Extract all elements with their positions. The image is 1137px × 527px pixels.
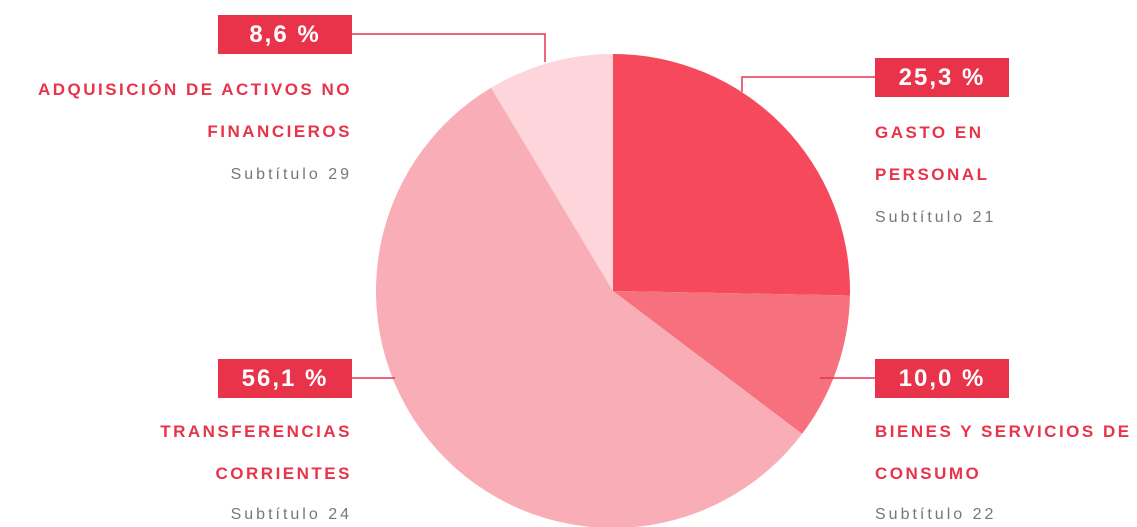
- leader-line: [352, 33, 546, 62]
- pie-slice: [613, 54, 850, 296]
- category-label: ADQUISICIÓN DE ACTIVOS NO FINANCIEROS: [37, 80, 352, 141]
- pie-slice: [491, 53, 613, 291]
- category-sublabel: Subtítulo 24: [230, 506, 352, 523]
- category-sublabel: Subtítulo 29: [230, 166, 352, 183]
- category-sublabel: Subtítulo 22: [875, 506, 997, 523]
- leader-line: [741, 76, 875, 92]
- value-label: 25,3 %: [875, 58, 1009, 97]
- value-label: 8,6 %: [218, 15, 352, 54]
- pie-slice: [376, 87, 803, 527]
- category-label: BIENES Y SERVICIOS DE CONSUMO: [875, 422, 1132, 483]
- pie-slice: [613, 291, 850, 434]
- category-label: GASTO EN PERSONAL: [875, 123, 990, 184]
- value-label: 56,1 %: [218, 359, 352, 398]
- category-label: TRANSFERENCIAS CORRIENTES: [160, 422, 352, 483]
- category-sublabel: Subtítulo 21: [875, 209, 997, 226]
- value-label: 10,0 %: [875, 359, 1009, 398]
